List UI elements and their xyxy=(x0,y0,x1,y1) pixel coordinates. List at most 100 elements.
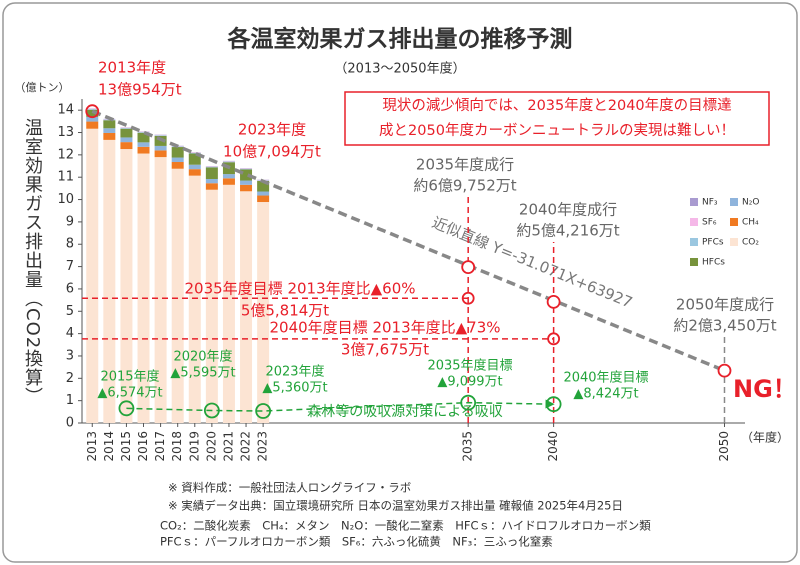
y-tick-label: 11 xyxy=(57,170,74,185)
absorption-label: ▲5,595万t xyxy=(170,366,235,381)
callout-box xyxy=(344,91,770,146)
absorption-label: 2040年度目標 xyxy=(563,370,648,386)
chart-title: 各温室効果ガス排出量の推移予測 xyxy=(227,26,573,53)
actual-label: 13億954万t xyxy=(98,81,182,99)
y-unit: （億トン） xyxy=(15,81,70,94)
x-tick-label: 2017 xyxy=(153,431,167,462)
bar-segment xyxy=(171,168,184,423)
bar-segment xyxy=(103,132,116,140)
bar-segment xyxy=(137,132,150,143)
x-tick-label: 2020 xyxy=(204,431,218,462)
callout-text: 成と2050年度カーボンニュートラルの実現は難しい！ xyxy=(379,122,735,139)
bar-segment xyxy=(86,121,99,129)
bar-segment xyxy=(154,135,167,136)
absorption-marker xyxy=(203,402,220,419)
bar-segment xyxy=(240,184,253,192)
forecast-label: 約5億4,216万t xyxy=(516,222,619,240)
legend-swatch xyxy=(690,238,698,246)
absorption-label: ▲9,099万t xyxy=(437,375,502,390)
y-tick-label: 14 xyxy=(57,103,74,118)
callout-text: 現状の減少傾向では、2035年度と2040年度の目標達 xyxy=(382,97,731,114)
forecast-marker xyxy=(717,363,732,378)
bar-segment xyxy=(154,150,167,158)
legend-label: SF₆ xyxy=(702,218,717,228)
bar-segment xyxy=(86,116,99,122)
legend-swatch xyxy=(690,198,698,206)
absorption-label: 2015年度 xyxy=(100,369,159,385)
y-tick-label: 9 xyxy=(66,214,74,229)
absorption-label: ▲5,360万t xyxy=(262,381,327,396)
bar-segment xyxy=(188,169,201,176)
bar-segment xyxy=(257,195,270,203)
x-tick-label: 2023 xyxy=(256,431,270,462)
legend-label: N₂O xyxy=(742,198,759,208)
x-tick-label: 2021 xyxy=(221,431,235,462)
legend-label: CH₄ xyxy=(742,218,759,228)
forecast-label: 2035年度成行 xyxy=(416,156,514,174)
bar-segment xyxy=(257,181,270,192)
forecast-marker xyxy=(461,260,476,275)
bar-segment xyxy=(137,153,150,424)
bar-segment xyxy=(137,132,150,133)
forecast-label: 2050年度成行 xyxy=(676,296,774,314)
bar-segment xyxy=(120,137,133,143)
target-marker xyxy=(547,332,561,346)
actual-marker xyxy=(85,104,100,119)
y-tick-label: 6 xyxy=(66,281,74,296)
bar-segment xyxy=(205,178,218,184)
bar-segment xyxy=(222,184,235,423)
y-tick-label: 4 xyxy=(66,326,74,341)
trend-line xyxy=(91,109,726,373)
bar-segment xyxy=(240,169,253,181)
bar-segment xyxy=(154,145,167,151)
x-tick-label: 2050 xyxy=(717,431,731,462)
legend-swatch xyxy=(690,218,698,226)
forecast-label: 約2億3,450万t xyxy=(673,317,776,335)
x-tick-label: 2016 xyxy=(136,431,150,462)
y-tick-label: 12 xyxy=(57,147,74,162)
bar-segment xyxy=(171,147,184,158)
actual-label: 10億7,094万t xyxy=(223,143,321,161)
footnote: ※ 実績データ出典：国立環境研究所 日本の温室効果ガス排出量 確報値 2025年… xyxy=(168,499,623,513)
bar-segment xyxy=(120,128,133,138)
absorption-marker xyxy=(118,400,135,417)
bar-segment xyxy=(171,157,184,163)
bar-segment xyxy=(103,139,116,423)
bar-segment xyxy=(103,120,116,129)
legend-label: PFCs xyxy=(702,238,724,248)
x-unit: （年度） xyxy=(741,430,789,445)
absorption-line xyxy=(126,399,555,412)
x-tick-label: 2014 xyxy=(102,431,116,462)
legend-label: NF₃ xyxy=(702,198,718,208)
y-tick-label: 3 xyxy=(66,348,74,363)
target-value-label: 3億7,675万t xyxy=(341,341,429,359)
bar-segment xyxy=(188,164,201,170)
bar-segment xyxy=(205,167,218,179)
x-tick-label: 2013 xyxy=(85,431,99,462)
bar-segment xyxy=(205,166,218,168)
absorption-label: ▲6,574万t xyxy=(97,386,162,401)
y-tick-label: 13 xyxy=(57,125,74,140)
footnote: ※ 資料作成：一般社団法人ロングライフ・ラボ xyxy=(168,481,411,495)
x-tick-label: 2040 xyxy=(546,431,560,462)
bar-segment xyxy=(86,109,99,117)
absorption-label: 2035年度目標 xyxy=(427,358,512,374)
y-tick-label: 5 xyxy=(66,304,74,319)
bar-segment xyxy=(137,142,150,147)
target-label: 2040年度目標 2013年度比▲73% xyxy=(270,319,501,337)
bar-segment xyxy=(188,153,201,165)
absorption-label: 2023年度 xyxy=(265,364,324,380)
bar-segment xyxy=(240,168,253,170)
bar-segment xyxy=(205,189,218,423)
absorption-name: 森林等の吸収源対策による吸収 xyxy=(307,403,503,420)
bar-segment xyxy=(222,178,235,185)
footnote: PFCｓ：パーフルオロカーボン類 SF₆：六ふっ化硫黄 NF₃：三ふっ化窒素 xyxy=(160,535,553,549)
x-tick-label: 2018 xyxy=(170,431,184,462)
y-tick-label: 10 xyxy=(57,192,74,207)
bar-segment xyxy=(86,128,99,423)
legend-label: HFCs xyxy=(702,258,725,268)
absorption-marker xyxy=(545,396,562,413)
verdict: NG！ xyxy=(733,375,797,403)
bar-segment xyxy=(240,191,253,423)
